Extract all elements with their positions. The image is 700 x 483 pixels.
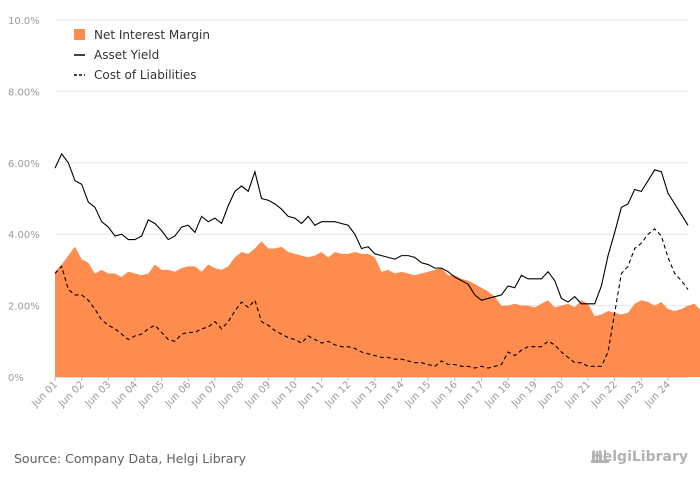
legend-swatch — [74, 29, 85, 40]
x-tick-label: Jun 23 — [616, 379, 647, 410]
legend: Net Interest Margin Asset Yield Cost of Li… — [74, 28, 210, 82]
x-tick-label: Jun 22 — [589, 379, 620, 410]
source-note: Source: Company Data, Helgi Library — [14, 451, 247, 466]
y-tick-label: 0% — [8, 373, 24, 384]
x-tick-label: Jun 11 — [296, 379, 327, 410]
y-tick-label: 6.00% — [8, 159, 40, 170]
y-tick-label: 4.00% — [8, 230, 40, 241]
net-interest-margin-area — [55, 241, 700, 377]
x-tick-label: Jun 06 — [163, 379, 194, 410]
legend-label: Asset Yield — [94, 48, 159, 62]
x-tick-label: Jun 01 — [29, 379, 60, 410]
y-tick-label: 10.0% — [8, 16, 40, 27]
x-tick-label: Jun 02 — [56, 379, 87, 410]
x-tick-label: Jun 19 — [509, 379, 540, 410]
x-tick-label: Jun 08 — [216, 379, 247, 410]
x-tick-label: Jun 21 — [562, 379, 593, 410]
x-tick-label: Jun 12 — [323, 379, 354, 410]
x-tick-label: Jun 05 — [136, 379, 167, 410]
x-tick-label: Jun 20 — [536, 379, 567, 410]
x-tick-label: Jun 14 — [376, 379, 407, 410]
logo-text: HelgiLibrary — [591, 449, 688, 465]
x-tick-label: Jun 13 — [349, 379, 380, 410]
x-tick-label: Jun 24 — [642, 379, 673, 410]
x-tick-label: Jun 07 — [189, 379, 220, 410]
x-tick-label: Jun 15 — [402, 379, 433, 410]
x-tick-label: Jun 03 — [83, 379, 114, 410]
helgi-library-logo: HelgiLibrary — [591, 449, 688, 465]
x-tick-label: Jun 04 — [109, 379, 140, 410]
x-tick-label: Jun 10 — [269, 379, 300, 410]
asset-yield-line — [54, 152, 689, 305]
legend-label: Cost of Liabilities — [94, 68, 197, 82]
x-tick-label: Jun 17 — [456, 379, 487, 410]
x-tick-label: Jun 18 — [482, 379, 513, 410]
legend-label: Net Interest Margin — [94, 28, 210, 42]
y-tick-label: 8.00% — [8, 87, 40, 98]
x-tick-label: Jun 09 — [243, 379, 274, 410]
x-tick-label: Jun 16 — [429, 379, 460, 410]
y-tick-label: 2.00% — [8, 302, 40, 313]
library-building-icon — [591, 450, 610, 463]
